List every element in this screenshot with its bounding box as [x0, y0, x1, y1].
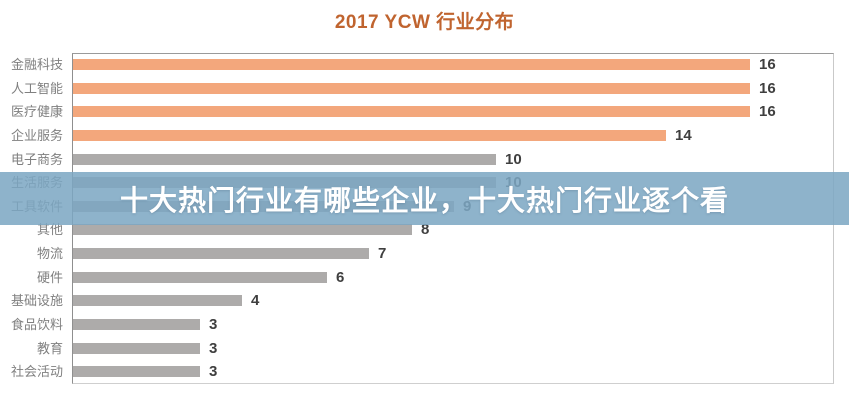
category-label: 硬件: [36, 269, 63, 285]
overlay-banner: 十大热门行业有哪些企业，十大热门行业逐个看: [0, 172, 849, 225]
category-label: 电子商务: [10, 151, 63, 167]
category-label: 医疗健康: [10, 104, 63, 120]
value-label: 10: [505, 150, 522, 168]
bar: [73, 342, 200, 354]
value-label: 3: [209, 363, 218, 381]
chart-row: 金融科技 16: [0, 53, 849, 77]
category-label: 基础设施: [10, 293, 63, 309]
category-label: 其他: [36, 222, 63, 238]
chart-row: 企业服务 14: [0, 124, 849, 148]
chart-title: 2017 YCW 行业分布: [334, 12, 515, 33]
category-label: 企业服务: [10, 127, 63, 143]
chart-row: 医疗健康 16: [0, 100, 849, 124]
bar: [73, 224, 412, 236]
category-label: 物流: [36, 246, 63, 262]
bar: [73, 271, 327, 283]
value-label: 14: [675, 126, 692, 144]
category-label: 食品饮料: [10, 317, 63, 333]
bar: [73, 248, 369, 260]
value-label: 3: [209, 339, 218, 357]
value-label: 7: [378, 245, 387, 263]
category-label: 人工智能: [10, 80, 63, 96]
value-label: 4: [251, 292, 260, 310]
value-label: 6: [336, 268, 345, 286]
value-label: 16: [759, 79, 776, 97]
bar: [73, 106, 750, 118]
bar: [73, 295, 242, 307]
category-label: 金融科技: [10, 57, 63, 72]
chart-row: 社会活动 3: [0, 360, 849, 384]
chart-row: 电子商务 10: [0, 148, 849, 172]
chart-row: 物流 7: [0, 242, 849, 266]
value-label: 3: [209, 316, 218, 334]
chart-row: 基础设施 4: [0, 289, 849, 313]
bar: [73, 82, 750, 94]
chart-row: 食品饮料 3: [0, 313, 849, 337]
value-label: 16: [759, 56, 776, 73]
chart-row: 人工智能 16: [0, 77, 849, 101]
bar: [73, 366, 200, 378]
value-label: 16: [759, 103, 776, 121]
chart-row: 教育 3: [0, 337, 849, 361]
category-label: 社会活动: [10, 364, 63, 380]
chart-row: 硬件 6: [0, 266, 849, 290]
bar: [73, 59, 750, 70]
category-label: 教育: [36, 340, 63, 356]
bar: [73, 129, 666, 141]
value-label: 8: [421, 221, 430, 239]
bar: [73, 319, 200, 331]
chart-row: 其他 8: [0, 218, 849, 242]
bar: [73, 153, 496, 165]
overlay-caption: 十大热门行业有哪些企业，十大热门行业逐个看: [119, 184, 729, 216]
